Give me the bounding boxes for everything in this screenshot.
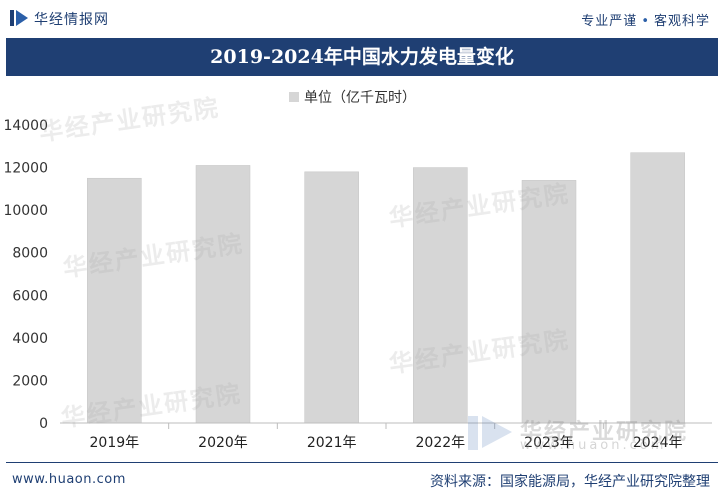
x-tick-label: 2022年 — [416, 435, 466, 451]
x-tick-label: 2024年 — [633, 435, 683, 451]
y-tick-label: 14000 — [3, 118, 48, 134]
y-tick-label: 2000 — [12, 373, 48, 389]
footer-source: 资料来源：国家能源局，华经产业研究院整理 — [430, 474, 710, 490]
x-tick-label: 2020年 — [198, 435, 248, 451]
watermark-text-6: 华经产业研究院 — [520, 420, 689, 445]
brand-name: 华经情报网 — [34, 12, 109, 28]
slogan-separator: • — [641, 14, 650, 29]
slogan-left: 专业严谨 — [581, 14, 638, 29]
x-axis: 2019年 2020年 2021年 2022年 2023年 2024年 — [90, 423, 683, 451]
bar-1 — [87, 177, 142, 424]
top-bar: 华经情报网 专业严谨 • 客观科学 — [0, 0, 724, 36]
x-tick-label: 2021年 — [307, 435, 357, 451]
y-tick-label: 10000 — [3, 203, 48, 219]
x-tick-label: 2019年 — [90, 435, 140, 451]
slogan-right: 客观科学 — [653, 14, 710, 29]
bar-4 — [413, 167, 468, 424]
chart-legend: 单位（亿千瓦时） — [289, 90, 416, 106]
chart-title: 2019-2024年中国水力发电量变化 — [6, 38, 718, 76]
bar-5 — [521, 180, 577, 424]
x-tick-label: 2023年 — [524, 435, 574, 451]
watermark-logo-icon — [468, 416, 512, 450]
y-tick-label: 12000 — [3, 161, 48, 177]
footer-divider — [6, 462, 718, 463]
legend-label: 单位（亿千瓦时） — [304, 90, 416, 106]
y-tick-label: 4000 — [12, 331, 48, 347]
y-tick-label: 6000 — [12, 288, 48, 304]
bar-6 — [630, 152, 685, 424]
slogan: 专业严谨 • 客观科学 — [581, 10, 710, 29]
watermark-url: www.huaon.com — [520, 438, 667, 453]
brand-logo-icon — [10, 10, 28, 26]
y-axis: 0 2000 4000 6000 8000 10000 12000 14000 — [3, 118, 48, 432]
y-tick-label: 8000 — [12, 246, 48, 262]
bar-2 — [195, 165, 251, 424]
y-tick-label: 0 — [39, 416, 48, 432]
footer-website: www.huaon.com — [12, 472, 126, 487]
legend-swatch — [289, 92, 299, 102]
bar-3 — [304, 171, 359, 424]
bars — [87, 152, 685, 424]
